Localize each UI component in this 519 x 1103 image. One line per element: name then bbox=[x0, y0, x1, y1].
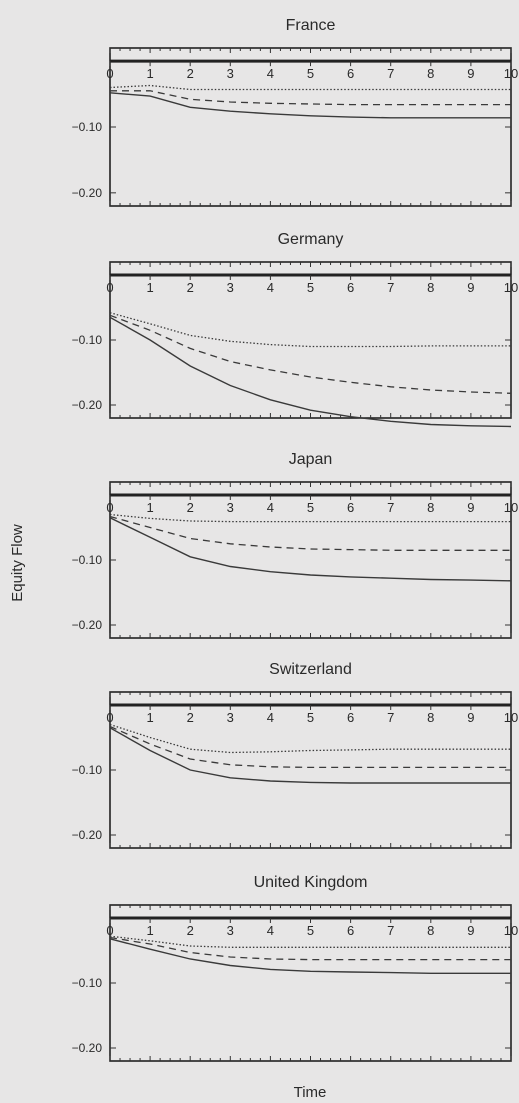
x-tick-label: 1 bbox=[146, 710, 153, 725]
x-tick-label: 0 bbox=[106, 66, 113, 81]
x-tick-label: 8 bbox=[427, 280, 434, 295]
x-tick-label: 6 bbox=[347, 710, 354, 725]
x-tick-label: 10 bbox=[504, 500, 518, 515]
panel-5: United Kingdom 0 1 2 3 4 5 6 7 8 9 10 −0.10 −0.20 bbox=[72, 874, 518, 1062]
panel-2: Germany 0 1 2 3 4 5 6 7 8 9 10 −0.10 −0.20 bbox=[72, 231, 518, 428]
x-tick-label: 4 bbox=[267, 280, 274, 295]
x-tick-label: 7 bbox=[387, 710, 394, 725]
series-line-dashed bbox=[109, 515, 511, 551]
x-tick-label: 1 bbox=[146, 500, 153, 515]
panel-title: Germany bbox=[278, 231, 344, 248]
x-tick-label: 10 bbox=[504, 280, 518, 295]
series-line-solid bbox=[109, 938, 511, 974]
panel-1: France 0 1 2 3 4 5 6 7 8 9 10 −0.10 −0.20 bbox=[72, 17, 518, 207]
x-tick-label: 8 bbox=[427, 710, 434, 725]
x-tick-label: 0 bbox=[106, 280, 113, 295]
series-line-dashed bbox=[109, 725, 511, 769]
series-line-dotted bbox=[109, 84, 511, 91]
x-tick-label: 6 bbox=[347, 923, 354, 938]
y-tick-label: −0.20 bbox=[72, 398, 103, 412]
x-tick-label: 1 bbox=[146, 66, 153, 81]
panel-title: Switzerland bbox=[269, 661, 352, 678]
x-tick-label: 10 bbox=[504, 923, 518, 938]
y-axis-label: Equity Flow bbox=[9, 524, 26, 602]
x-tick-label: 5 bbox=[307, 500, 314, 515]
y-tick-label: −0.10 bbox=[72, 976, 103, 990]
x-tick-label: 7 bbox=[387, 923, 394, 938]
y-tick-label: −0.10 bbox=[72, 120, 103, 134]
x-tick-label: 6 bbox=[347, 500, 354, 515]
panel-title: Japan bbox=[289, 451, 333, 468]
x-tick-label: 4 bbox=[267, 710, 274, 725]
x-tick-label: 2 bbox=[187, 280, 194, 295]
x-tick-label: 3 bbox=[227, 500, 234, 515]
x-tick-label: 3 bbox=[227, 710, 234, 725]
x-tick-label: 0 bbox=[106, 923, 113, 938]
series-line-dashed bbox=[110, 90, 511, 106]
x-tick-label: 6 bbox=[347, 280, 354, 295]
y-tick-label: −0.10 bbox=[72, 333, 103, 347]
x-tick-label: 1 bbox=[146, 923, 153, 938]
x-tick-label: 0 bbox=[106, 500, 113, 515]
x-tick-label: 2 bbox=[187, 500, 194, 515]
x-tick-label: 10 bbox=[504, 66, 518, 81]
x-tick-label: 7 bbox=[387, 500, 394, 515]
y-tick-label: −0.10 bbox=[72, 553, 103, 567]
x-tick-label: 5 bbox=[307, 66, 314, 81]
x-tick-label: 4 bbox=[267, 66, 274, 81]
x-tick-label: 3 bbox=[227, 66, 234, 81]
x-tick-label: 7 bbox=[387, 66, 394, 81]
series-line-dotted bbox=[109, 513, 511, 523]
x-tick-label: 5 bbox=[307, 710, 314, 725]
y-tick-label: −0.10 bbox=[72, 763, 103, 777]
x-tick-label: 2 bbox=[187, 710, 194, 725]
x-tick-label: 9 bbox=[467, 280, 474, 295]
y-tick-label: −0.20 bbox=[72, 186, 103, 200]
series-line-dotted bbox=[109, 935, 511, 948]
panel-4: Switzerland 0 1 2 3 4 5 6 7 8 9 10 −0.10 −0.20 bbox=[72, 661, 518, 849]
x-tick-label: 10 bbox=[504, 710, 518, 725]
panel-title: France bbox=[286, 17, 336, 34]
x-axis-label: Time bbox=[294, 1084, 327, 1101]
x-tick-label: 9 bbox=[467, 923, 474, 938]
x-tick-label: 5 bbox=[307, 923, 314, 938]
x-tick-label: 7 bbox=[387, 280, 394, 295]
x-tick-label: 3 bbox=[227, 280, 234, 295]
x-tick-label: 9 bbox=[467, 500, 474, 515]
x-tick-label: 1 bbox=[146, 280, 153, 295]
x-tick-label: 9 bbox=[467, 66, 474, 81]
x-tick-label: 8 bbox=[427, 923, 434, 938]
x-tick-label: 8 bbox=[427, 66, 434, 81]
series-line-solid bbox=[109, 316, 512, 428]
panel-title: United Kingdom bbox=[254, 874, 368, 891]
panel-3: Japan 0 1 2 3 4 5 6 7 8 9 10 −0.10 −0.20 bbox=[72, 451, 518, 639]
x-tick-label: 2 bbox=[187, 66, 194, 81]
x-tick-label: 6 bbox=[347, 66, 354, 81]
series-line-solid bbox=[109, 727, 511, 784]
x-tick-label: 9 bbox=[467, 710, 474, 725]
series-line-solid bbox=[109, 92, 511, 119]
x-tick-label: 4 bbox=[267, 500, 274, 515]
series-line-dashed bbox=[109, 936, 511, 961]
x-tick-label: 8 bbox=[427, 500, 434, 515]
y-tick-label: −0.20 bbox=[72, 618, 103, 632]
series-line-dotted bbox=[109, 312, 511, 348]
x-tick-label: 4 bbox=[267, 923, 274, 938]
series-line-dashed bbox=[109, 314, 512, 394]
x-tick-label: 2 bbox=[187, 923, 194, 938]
series-line-solid bbox=[109, 517, 512, 582]
x-tick-label: 3 bbox=[227, 923, 234, 938]
series-line-dotted bbox=[109, 723, 511, 754]
x-tick-label: 5 bbox=[307, 280, 314, 295]
y-tick-label: −0.20 bbox=[72, 1041, 103, 1055]
y-tick-label: −0.20 bbox=[72, 828, 103, 842]
x-tick-label: 0 bbox=[106, 710, 113, 725]
